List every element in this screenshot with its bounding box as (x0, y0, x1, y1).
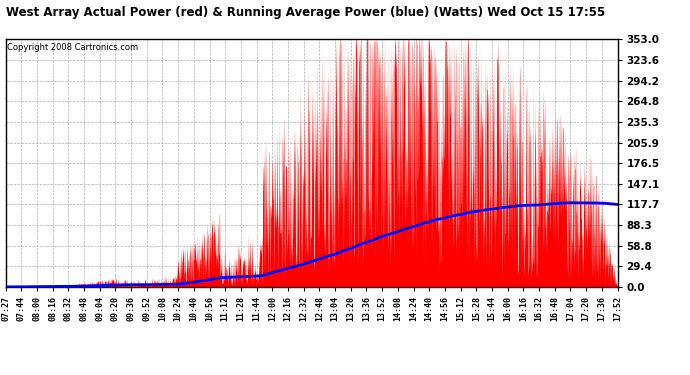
Text: West Array Actual Power (red) & Running Average Power (blue) (Watts) Wed Oct 15 : West Array Actual Power (red) & Running … (6, 6, 604, 19)
Text: Copyright 2008 Cartronics.com: Copyright 2008 Cartronics.com (7, 43, 138, 52)
